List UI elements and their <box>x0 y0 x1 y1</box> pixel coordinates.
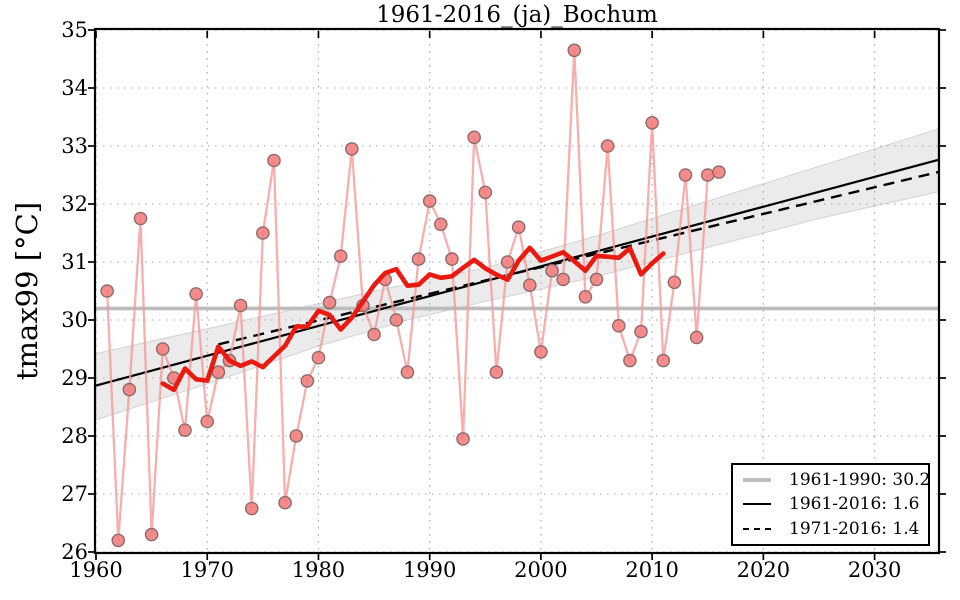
annual-value-marker <box>300 374 315 388</box>
annual-value-marker <box>411 252 426 266</box>
solid-line-swatch-icon <box>743 503 771 506</box>
annual-value-marker <box>200 414 215 429</box>
legend-label-reference: 1961-1990: 30.2 <box>789 470 931 491</box>
x-tick-label: 1970 <box>180 558 234 582</box>
annual-value-marker <box>367 327 381 342</box>
dashed-line-swatch-icon <box>743 527 771 530</box>
annual-value-marker <box>500 255 515 269</box>
annual-value-marker <box>267 153 281 168</box>
chart-title: 1961-2016_(ja)_Bochum <box>376 2 658 28</box>
annual-value-marker <box>634 324 648 339</box>
annual-value-marker <box>511 220 526 234</box>
annual-value-marker <box>667 275 682 290</box>
legend-row-trend-1971-2016: 1971-2016: 1.4 <box>743 517 928 541</box>
gray-line-swatch-icon <box>743 478 771 483</box>
x-tick-label: 1960 <box>69 558 123 582</box>
trend-line-1971-2016 <box>218 170 939 346</box>
annual-value-marker <box>333 249 348 264</box>
y-tick-label: 30 <box>61 308 88 332</box>
y-tick-label: 33 <box>61 134 88 158</box>
annual-value-marker <box>712 165 726 179</box>
annual-value-marker <box>144 527 159 542</box>
annual-value-marker <box>389 313 404 327</box>
annual-value-marker <box>556 272 570 287</box>
annual-value-marker <box>278 495 292 510</box>
annual-value-marker <box>133 211 148 226</box>
annual-value-marker <box>322 295 337 310</box>
annual-value-marker <box>189 287 203 301</box>
annual-value-marker <box>345 142 359 156</box>
annual-value-marker <box>422 194 437 208</box>
annual-value-marker <box>100 284 114 298</box>
annual-value-marker <box>111 533 126 548</box>
annual-value-marker <box>623 353 637 368</box>
annual-value-marker <box>178 423 192 438</box>
legend-row-reference: 1961-1990: 30.2 <box>743 468 931 492</box>
annual-value-marker <box>311 350 326 365</box>
annual-value-marker <box>489 365 504 380</box>
running-mean-line <box>160 245 666 393</box>
y-axis-label: tmax99 [°C] <box>10 201 44 381</box>
x-tick-label: 2000 <box>514 558 568 582</box>
annual-value-marker <box>434 217 448 232</box>
y-tick-label: 27 <box>61 482 88 506</box>
annual-value-marker <box>689 330 704 345</box>
annual-value-marker <box>456 432 470 446</box>
annual-value-marker <box>445 252 459 266</box>
legend-row-trend-1961-2016: 1961-2016: 1.6 <box>743 492 928 516</box>
y-tick-label: 26 <box>61 540 88 564</box>
annual-values-line <box>105 50 720 541</box>
annual-value-marker <box>567 43 582 58</box>
y-tick-label: 32 <box>61 192 88 216</box>
annual-value-marker <box>522 278 537 293</box>
annual-value-marker <box>600 139 615 153</box>
y-tick-label: 31 <box>61 250 88 274</box>
x-tick-label: 1980 <box>291 558 346 582</box>
x-tick-label: 2020 <box>736 558 791 582</box>
annual-value-marker <box>289 429 304 443</box>
annual-value-marker <box>589 272 604 287</box>
y-tick-label: 34 <box>61 76 88 100</box>
annual-value-marker <box>155 342 170 356</box>
annual-value-marker <box>400 365 415 380</box>
annual-value-marker <box>534 345 548 359</box>
annual-value-marker <box>256 226 270 240</box>
annual-value-marker <box>678 168 693 182</box>
annual-value-marker <box>233 298 248 313</box>
annual-value-marker <box>656 353 671 368</box>
annual-value-marker <box>545 263 559 278</box>
annual-value-marker <box>578 289 593 304</box>
y-tick-label: 28 <box>61 424 88 448</box>
annual-value-marker <box>478 185 493 200</box>
annual-value-marker <box>467 130 481 145</box>
annual-value-marker <box>211 365 226 380</box>
legend-label-trend-1961-2016: 1961-2016: 1.6 <box>789 494 920 515</box>
annual-value-marker <box>645 116 659 130</box>
annual-value-marker <box>611 318 626 333</box>
annual-value-marker <box>700 168 715 182</box>
y-tick-label: 35 <box>61 18 88 42</box>
legend: 1961-1990: 30.2 1961-2016: 1.6 1971-2016… <box>731 463 930 546</box>
x-tick-label: 2030 <box>847 558 902 582</box>
legend-label-trend-1971-2016: 1971-2016: 1.4 <box>789 518 920 539</box>
axes-frame <box>93 27 941 555</box>
y-tick-label: 29 <box>61 366 88 390</box>
annual-value-marker <box>244 501 259 516</box>
x-tick-label: 2010 <box>625 558 679 582</box>
x-tick-label: 1990 <box>402 558 457 582</box>
annual-value-marker <box>122 382 137 397</box>
